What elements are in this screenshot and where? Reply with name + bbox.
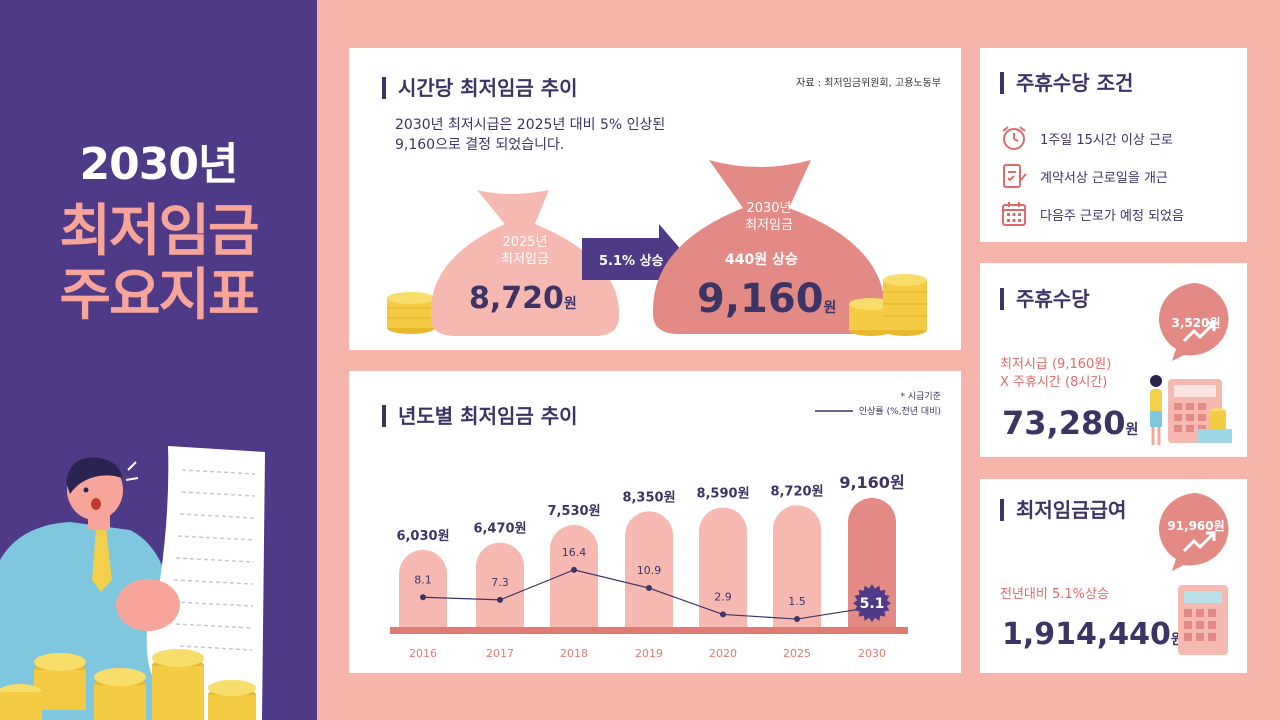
holiday-pay-title: 주휴수당 [1000,288,1090,310]
x-tick-label: 2018 [560,647,588,660]
holiday-pay-amount: 73,280 [1002,404,1126,442]
rate-label: 5.1 [860,596,885,612]
hourly-description-line2: 9,160으로 결정 되었습니다. [395,137,565,153]
bar-value-label: 6,470원 [473,522,526,537]
rate-label: 2.9 [714,590,732,603]
increase-arrow-label: 5.1% 상승 [599,254,664,269]
condition-item: 다음주 근로가 예정 되었음 [1000,200,1184,228]
rate-point [720,611,726,618]
bar-2025 [773,505,821,627]
holiday-conditions-card: 주휴수당 조건 1주일 15시간 이상 근로 계약서상 근로일을 개근 [980,48,1247,242]
monthly-wage-card: 최저임금급여 91,960원 전년대비 5.1%상승 1,914,440원 [980,479,1247,673]
bag-left-label: 최저임금 [501,252,549,267]
bar-2016 [399,549,447,627]
bar-2017 [476,542,524,627]
rate-label: 8.1 [414,573,432,586]
rate-point [497,596,503,603]
man-with-receipt-illustration [0,446,265,720]
x-tick-label: 2025 [783,647,811,660]
speech-bubble-icon [1158,283,1229,361]
rate-point [646,585,652,592]
calculator-icon [1178,585,1228,655]
calendar-icon [1002,202,1026,226]
hero-year: 2030년 [79,139,239,190]
hourly-wage-title: 시간당 최저임금 추이 [382,77,578,99]
holiday-pay-card: 주휴수당 3,520원 최저시급 (9,160원) X 주휴시간 (8시간) 7… [980,263,1247,457]
bag-left-amount-wrap: 8,720원 [469,281,577,316]
monthly-wage-desc: 전년대비 5.1%상승 [1000,587,1109,602]
chart-baseline [390,627,908,634]
monthly-wage-title: 최저임금급여 [1000,499,1126,521]
won-unit: 원 [1125,422,1139,438]
yearly-wage-chart: 6,030원 2016 6,470원 2017 7,530원 2018 8,350원 2019… [390,473,908,660]
hero-title-line3: 주요지표 [59,263,259,328]
x-tick-label: 2017 [486,647,514,660]
condition-item: 1주일 15시간 이상 근로 [1000,124,1173,152]
highlight-badge [853,584,891,623]
rate-label: 16.4 [562,546,587,559]
bar-2018 [550,525,598,627]
source-note: 자료 : 최저임금위원회, 고용노동부 [796,78,941,89]
bar-value-label: 7,530원 [547,504,600,519]
x-tick-label: 2020 [709,647,737,660]
x-tick-label: 2016 [409,647,437,660]
monthly-wage-bubble: 91,960원 [1167,519,1225,533]
bar-value-label: 6,030원 [396,529,449,544]
bag-left-year: 2025년 [502,235,548,250]
rate-point [794,616,800,623]
bag-right-increase: 440원 상승 [725,252,798,268]
bar-2019 [625,511,673,627]
holiday-pay-amount-wrap: 73,280원 [1002,404,1138,442]
condition-label: 1주일 15시간 이상 근로 [1040,132,1173,148]
bar-value-label: 8,590원 [696,486,749,501]
legend-line-icon [814,409,853,412]
bag-right-label: 최저임금 [745,218,793,233]
money-bags-graphic [387,160,927,336]
condition-label: 다음주 근로가 예정 되었음 [1040,208,1184,224]
won-unit: 원 [823,300,837,316]
bar-value-label: 8,350원 [622,490,675,505]
hourly-wage-card: 시간당 최저임금 추이 자료 : 최저임금위원회, 고용노동부 2030년 최저… [349,48,961,350]
chart-note: * 시급기준 [900,392,941,402]
alarm-clock-icon [1002,126,1026,150]
bar-value-label: 9,160원 [839,473,904,492]
bar-value-label: 8,720원 [770,484,823,499]
woman-calculator-illustration [1150,375,1232,445]
x-tick-label: 2019 [635,647,663,660]
rate-label: 7.3 [491,576,509,589]
monthly-wage-amount-wrap: 1,914,440원 [1002,617,1184,652]
speech-bubble-icon [1158,493,1229,571]
bar-2020 [699,507,747,627]
condition-item: 계약서상 근로일을 개근 [1000,162,1168,190]
hourly-description-line1: 2030년 최저시급은 2025년 대비 5% 인상된 [395,117,666,133]
yearly-wage-card: 년도별 최저임금 추이 * 시급기준 인상률 (%,전년 대비) 6,030원 2… [349,371,961,673]
monthly-wage-amount: 1,914,440 [1002,617,1171,652]
holiday-pay-formula1: 최저시급 (9,160원) [1000,357,1112,372]
bag-right-year: 2030년 [746,201,792,216]
x-tick-label: 2030 [858,647,886,660]
holiday-pay-formula2: X 주휴시간 (8시간) [1000,375,1108,390]
contract-edit-icon [1003,164,1027,188]
bag-left-amount: 8,720 [469,281,564,316]
rate-label: 1.5 [788,595,806,608]
bag-right-amount-wrap: 9,160원 [697,276,836,322]
chart-legend-label: 인상률 (%,전년 대비) [858,407,941,417]
chart-legend: 인상률 (%,전년 대비) [813,404,941,417]
hero-title-line2: 최저임금 [59,199,259,264]
rate-point [571,566,577,573]
condition-label: 계약서상 근로일을 개근 [1040,170,1168,186]
holiday-conditions-title: 주휴수당 조건 [1000,72,1133,94]
bag-right-amount: 9,160 [697,276,824,322]
coin-stack-icon [387,292,435,334]
rate-label: 10.9 [637,564,662,577]
yearly-wage-title: 년도별 최저임금 추이 [382,405,578,427]
rate-point [420,594,426,601]
coin-stack-icon [849,274,927,336]
won-unit: 원 [563,296,577,312]
holiday-pay-bubble: 3,520원 [1171,316,1221,330]
hero-panel: 2030년 최저임금 주요지표 [0,0,317,720]
